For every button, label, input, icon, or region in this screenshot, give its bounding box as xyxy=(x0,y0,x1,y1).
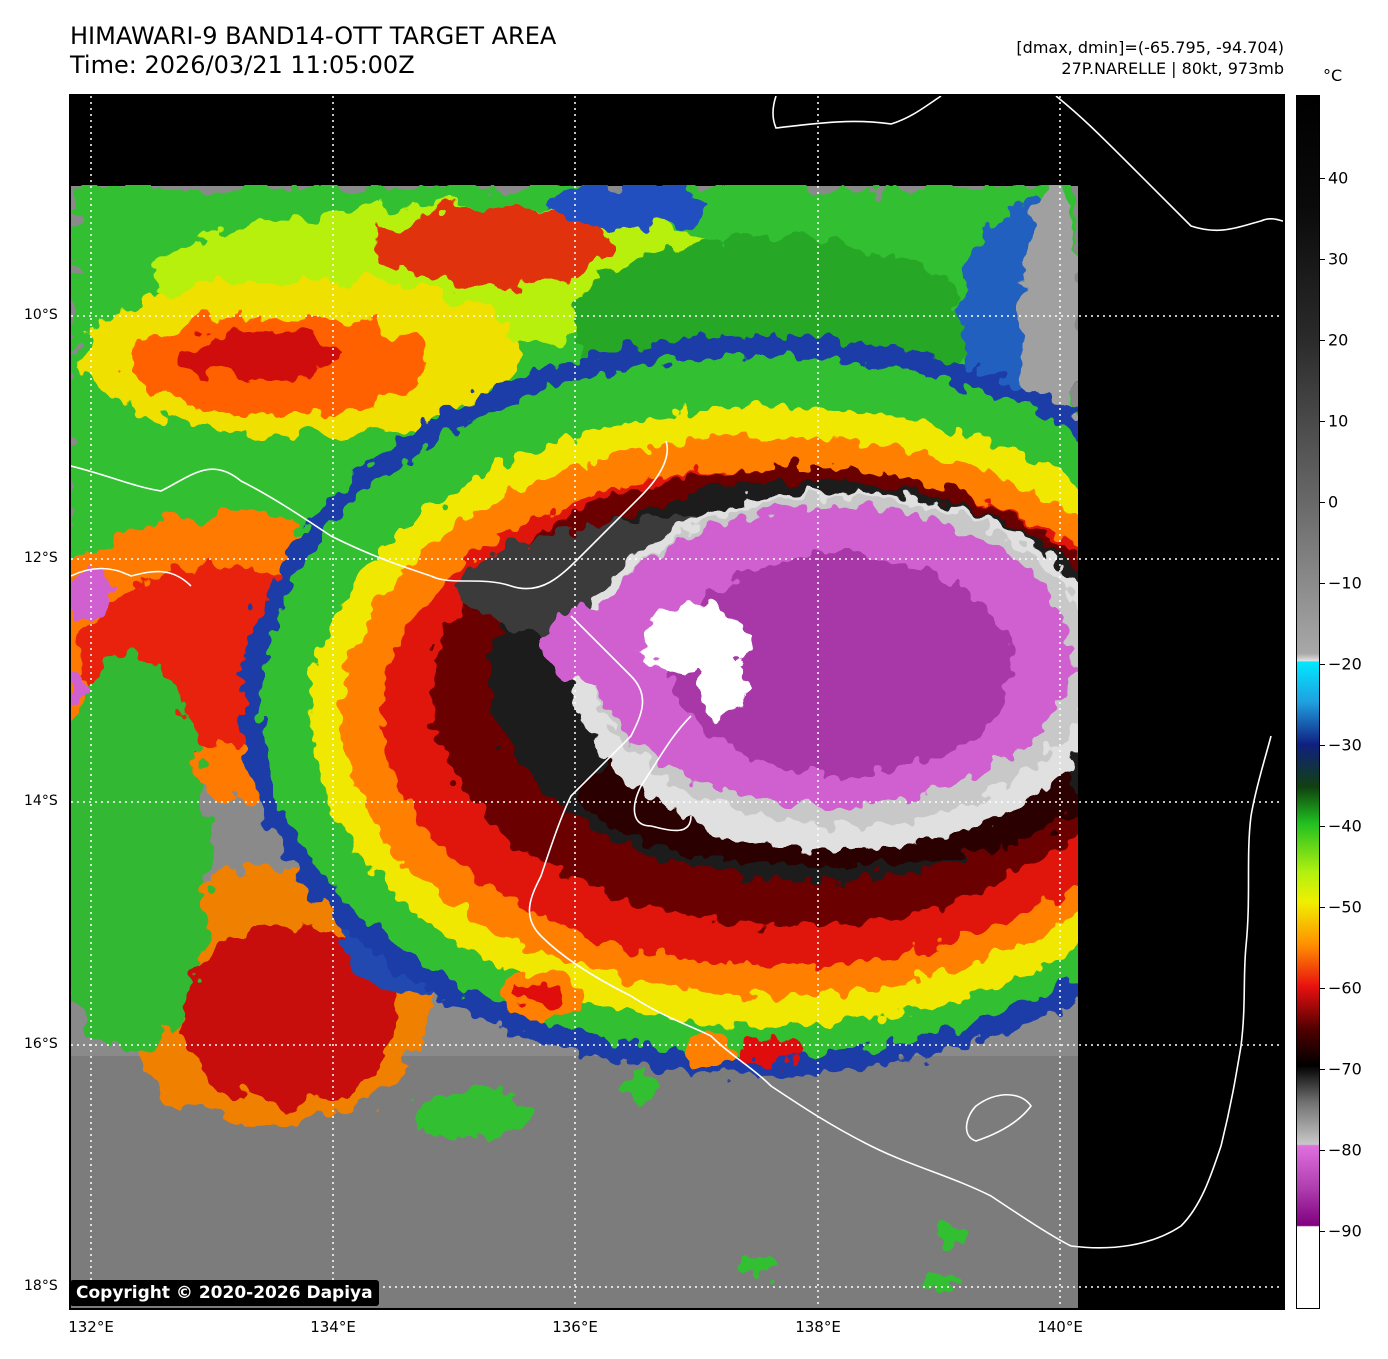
colorbar xyxy=(1296,95,1320,1309)
colorbar-tick-mark xyxy=(1320,907,1325,908)
lon-label-136e: 136°E xyxy=(552,1318,598,1336)
colorbar-tick-mark xyxy=(1320,178,1325,179)
colorbar-tick-mark xyxy=(1320,583,1325,584)
lat-label-14s: 14°S xyxy=(24,793,58,809)
colorbar-tick-label: −70 xyxy=(1328,1059,1362,1079)
colorbar-tick-label: −90 xyxy=(1328,1221,1362,1241)
colorbar-tick-label: 20 xyxy=(1328,330,1349,350)
colorbar-tick-label: −50 xyxy=(1328,897,1362,917)
lat-label-16s: 16°S xyxy=(24,1036,58,1052)
colorbar-tick-mark xyxy=(1320,340,1325,341)
cloud-field xyxy=(71,181,1281,1308)
colorbar-tick-mark xyxy=(1320,1069,1325,1070)
colorbar-tick-mark xyxy=(1320,1231,1325,1232)
colorbar-tick-mark xyxy=(1320,259,1325,260)
colorbar-tick-mark xyxy=(1320,745,1325,746)
colorbar-tick-mark xyxy=(1320,988,1325,989)
storm-info: 27P.NARELLE | 80kt, 973mb xyxy=(1061,59,1284,78)
title: HIMAWARI-9 BAND14-OTT TARGET AREA xyxy=(70,22,557,50)
colorbar-tick-label: 0 xyxy=(1328,492,1339,512)
colorbar-tick-label: −40 xyxy=(1328,816,1362,836)
copyright-label: Copyright © 2020-2026 Dapiya xyxy=(70,1280,379,1306)
colorbar-tick-label: 30 xyxy=(1328,249,1349,269)
graticule xyxy=(71,96,1283,1308)
colorbar-tick-mark xyxy=(1320,664,1325,665)
colorbar-tick-label: −30 xyxy=(1328,735,1362,755)
colorbar-tick-label: −20 xyxy=(1328,654,1362,674)
colorbar-tick-mark xyxy=(1320,421,1325,422)
colorbar-unit: °C xyxy=(1323,66,1343,85)
lat-label-18s: 18°S xyxy=(24,1278,58,1294)
dmax-dmin: [dmax, dmin]=(-65.795, -94.704) xyxy=(1016,38,1284,57)
lat-label-12s: 12°S xyxy=(24,550,58,566)
colorbar-tick-label: −80 xyxy=(1328,1140,1362,1160)
colorbar-tick-label: −10 xyxy=(1328,573,1362,593)
satellite-image xyxy=(71,96,1283,1308)
colorbar-tick-mark xyxy=(1320,826,1325,827)
lat-label-10s: 10°S xyxy=(24,307,58,323)
lon-label-138e: 138°E xyxy=(795,1318,841,1336)
colorbar-tick-label: 10 xyxy=(1328,411,1349,431)
colorbar-tick-label: −60 xyxy=(1328,978,1362,998)
satellite-map xyxy=(69,94,1285,1310)
coastlines xyxy=(71,96,1283,1249)
lon-label-132e: 132°E xyxy=(68,1318,114,1336)
timestamp: Time: 2026/03/21 11:05:00Z xyxy=(70,51,415,79)
colorbar-tick-label: 40 xyxy=(1328,168,1349,188)
colorbar-tick-mark xyxy=(1320,1150,1325,1151)
lon-label-140e: 140°E xyxy=(1037,1318,1083,1336)
colorbar-tick-mark xyxy=(1320,502,1325,503)
lon-label-134e: 134°E xyxy=(310,1318,356,1336)
